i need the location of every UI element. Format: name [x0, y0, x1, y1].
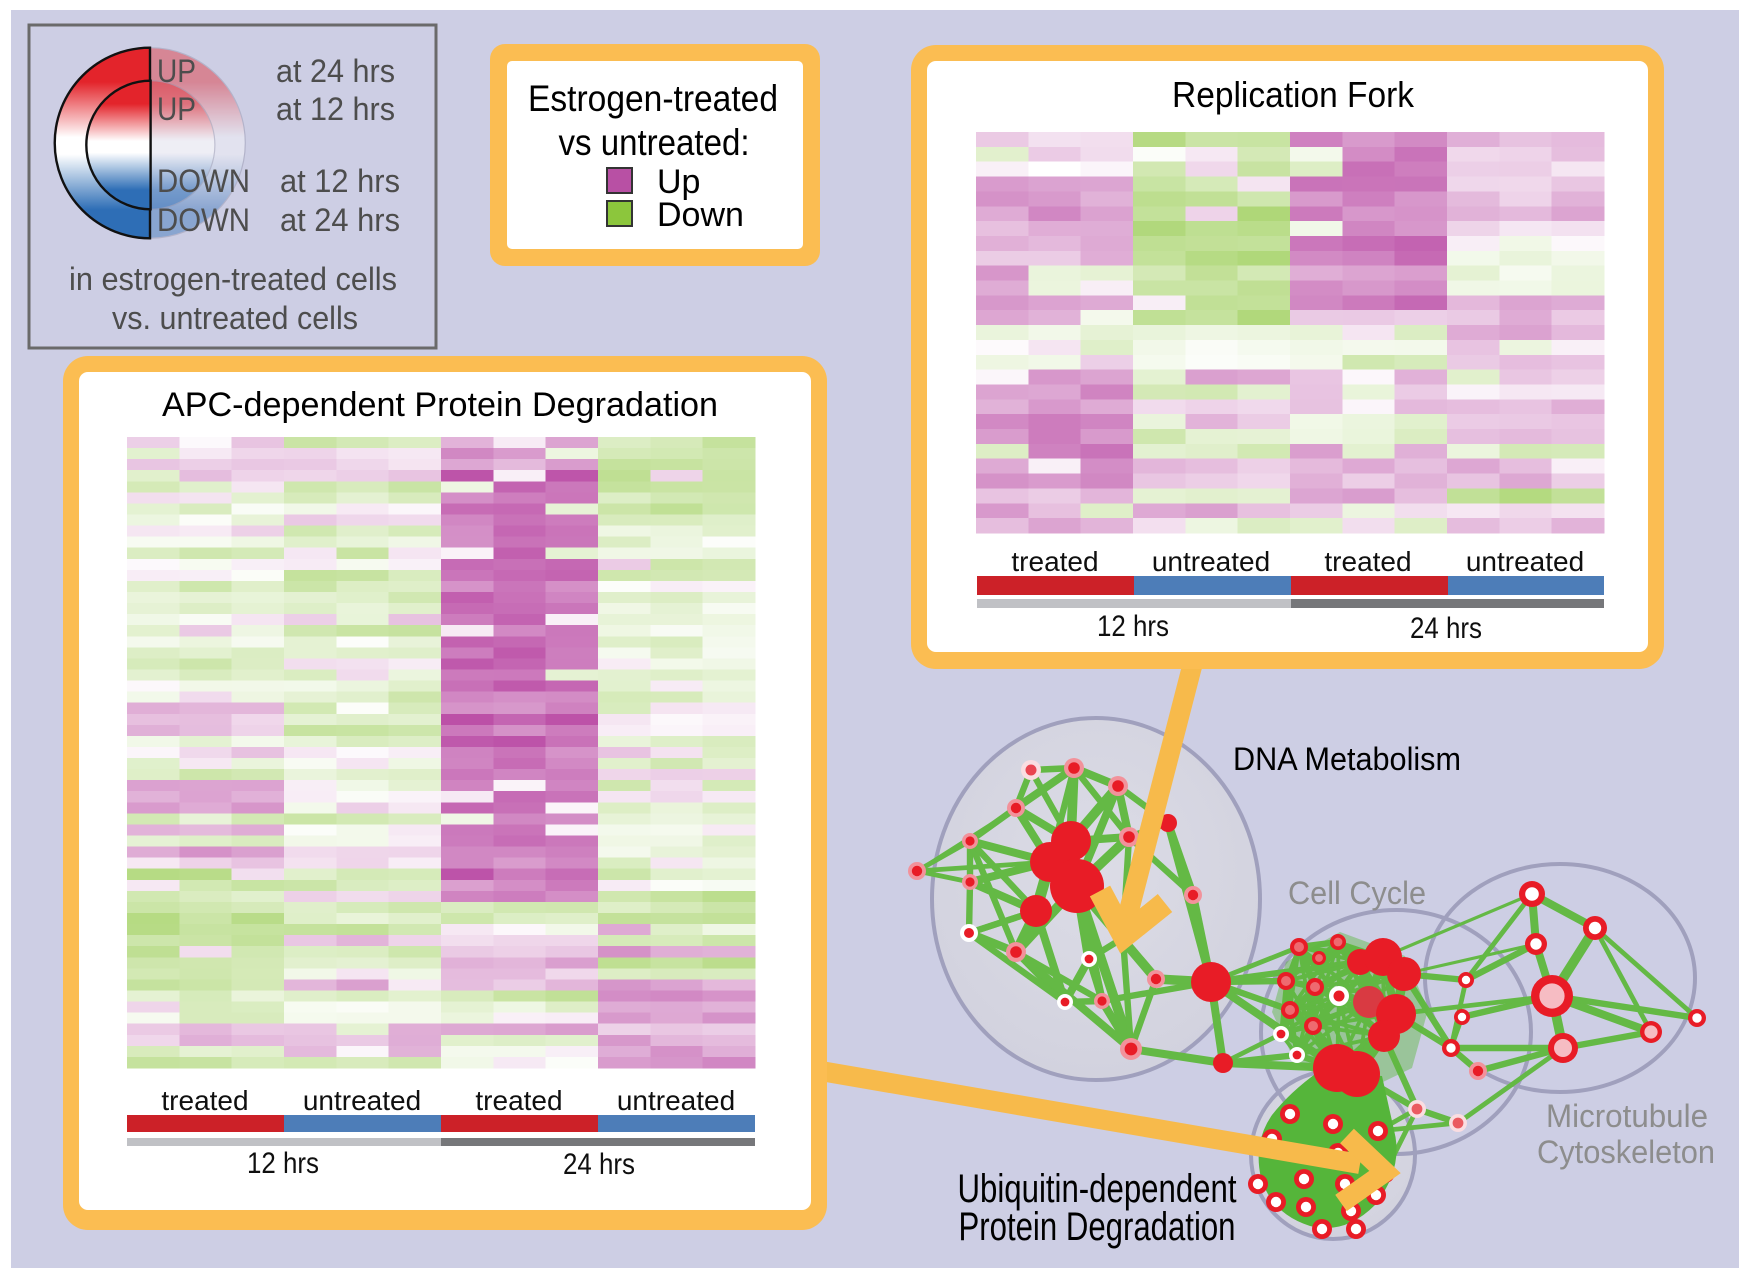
svg-text:UP: UP	[157, 91, 196, 127]
svg-text:24 hrs: 24 hrs	[563, 1148, 635, 1181]
svg-text:Estrogen-treated: Estrogen-treated	[528, 78, 778, 119]
svg-text:untreated: untreated	[303, 1085, 421, 1116]
svg-text:at 12 hrs: at 12 hrs	[276, 91, 395, 127]
svg-text:UP: UP	[157, 53, 196, 89]
svg-text:vs. untreated cells: vs. untreated cells	[112, 300, 358, 336]
svg-text:12 hrs: 12 hrs	[1097, 610, 1169, 643]
svg-text:Down: Down	[657, 196, 744, 234]
svg-text:Replication Fork: Replication Fork	[1172, 74, 1415, 115]
svg-text:at 24 hrs: at 24 hrs	[276, 53, 395, 89]
svg-text:Up: Up	[657, 163, 700, 201]
svg-text:treated: treated	[1011, 546, 1098, 577]
svg-text:DNA Metabolism: DNA Metabolism	[1233, 741, 1461, 777]
svg-text:24 hrs: 24 hrs	[1410, 612, 1482, 645]
svg-text:Cell Cycle: Cell Cycle	[1288, 875, 1426, 911]
svg-text:at 12 hrs: at 12 hrs	[280, 163, 400, 199]
svg-text:untreated: untreated	[617, 1085, 735, 1116]
svg-text:treated: treated	[475, 1085, 562, 1116]
svg-text:DOWN: DOWN	[157, 163, 250, 199]
svg-text:in estrogen-treated cells: in estrogen-treated cells	[69, 261, 397, 297]
svg-text:treated: treated	[1324, 546, 1411, 577]
svg-text:Cytoskeleton: Cytoskeleton	[1537, 1134, 1715, 1170]
svg-text:vs untreated:: vs untreated:	[559, 122, 750, 163]
svg-text:DOWN: DOWN	[157, 202, 250, 238]
svg-text:Protein Degradation: Protein Degradation	[959, 1205, 1236, 1249]
svg-text:Ubiquitin-dependent: Ubiquitin-dependent	[958, 1167, 1237, 1211]
svg-text:treated: treated	[161, 1085, 248, 1116]
svg-text:untreated: untreated	[1466, 546, 1584, 577]
svg-text:untreated: untreated	[1152, 546, 1270, 577]
svg-text:12 hrs: 12 hrs	[247, 1147, 319, 1180]
svg-text:APC-dependent Protein Degradat: APC-dependent Protein Degradation	[162, 386, 718, 424]
svg-text:at 24 hrs: at 24 hrs	[280, 202, 400, 238]
svg-text:Microtubule: Microtubule	[1546, 1098, 1708, 1134]
